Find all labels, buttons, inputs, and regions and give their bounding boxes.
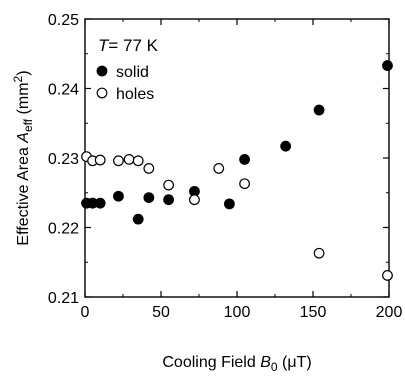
x-tick-label-0: 0 — [81, 304, 90, 321]
y-tick-label-0.25: 0.25 — [48, 12, 79, 29]
point-holes-6 — [143, 163, 155, 174]
y-axis-label-symbol: A — [15, 132, 32, 144]
point-solid-11 — [313, 104, 325, 116]
x-tick-label-200: 200 — [376, 304, 403, 321]
marks — [81, 60, 393, 281]
ticks: 0 50 100 150 200 0.21 0.22 0.23 0.24 0.25 — [48, 12, 403, 321]
y-axis-label-subscript: eff — [21, 118, 35, 132]
point-solid-10 — [280, 140, 292, 152]
temperature-symbol: T — [98, 36, 110, 55]
point-holes-7 — [163, 179, 175, 191]
point-holes-5 — [132, 155, 144, 167]
x-tick-label-150: 150 — [300, 304, 327, 321]
point-solid-4 — [132, 213, 144, 225]
point-holes-12 — [382, 270, 393, 281]
point-solid-6 — [163, 194, 175, 206]
temperature-annotation: T= 77 K — [98, 36, 159, 55]
y-tick-label-0.21: 0.21 — [48, 290, 79, 307]
point-holes-3 — [113, 155, 124, 167]
y-tick-label-0.22: 0.22 — [48, 221, 79, 238]
legend-marker-solid — [96, 65, 108, 77]
point-holes-2 — [94, 154, 106, 166]
point-holes-11 — [313, 247, 325, 259]
y-axis-label-unit: (mm — [15, 82, 32, 118]
x-tick-label-50: 50 — [152, 304, 170, 321]
point-solid-2 — [94, 197, 106, 209]
point-holes-8 — [189, 194, 200, 206]
y-axis-label-main: Effective Area — [15, 143, 32, 246]
y-axis-label-superscript: 2 — [11, 75, 25, 82]
x-axis-label-unit: (μT) — [278, 354, 312, 371]
point-solid-9 — [239, 153, 251, 165]
point-solid-3 — [113, 190, 124, 202]
point-holes-4 — [123, 153, 135, 165]
point-solid-8 — [223, 198, 235, 210]
y-axis-label-close: ) — [15, 70, 32, 75]
x-axis-label-symbol: B — [260, 354, 271, 371]
legend-label-holes: holes — [116, 86, 154, 103]
point-holes-9 — [213, 163, 225, 174]
x-axis-label-subscript: 0 — [271, 360, 278, 374]
x-axis-label: Cooling Field B0 (μT) — [162, 354, 311, 374]
legend: solid holes — [96, 64, 154, 103]
temperature-value: = 77 K — [108, 36, 158, 55]
x-tick-label-100: 100 — [224, 304, 251, 321]
legend-label-solid: solid — [116, 64, 149, 81]
x-axis-label-main: Cooling Field — [162, 354, 260, 371]
point-holes-10 — [239, 178, 251, 190]
legend-marker-holes — [96, 87, 108, 99]
point-solid-12 — [382, 60, 393, 71]
y-tick-label-0.23: 0.23 — [48, 151, 79, 168]
y-axis-label: Effective Area Aeff (mm2) — [11, 70, 35, 245]
point-solid-5 — [143, 192, 155, 204]
y-tick-label-0.24: 0.24 — [48, 82, 79, 99]
